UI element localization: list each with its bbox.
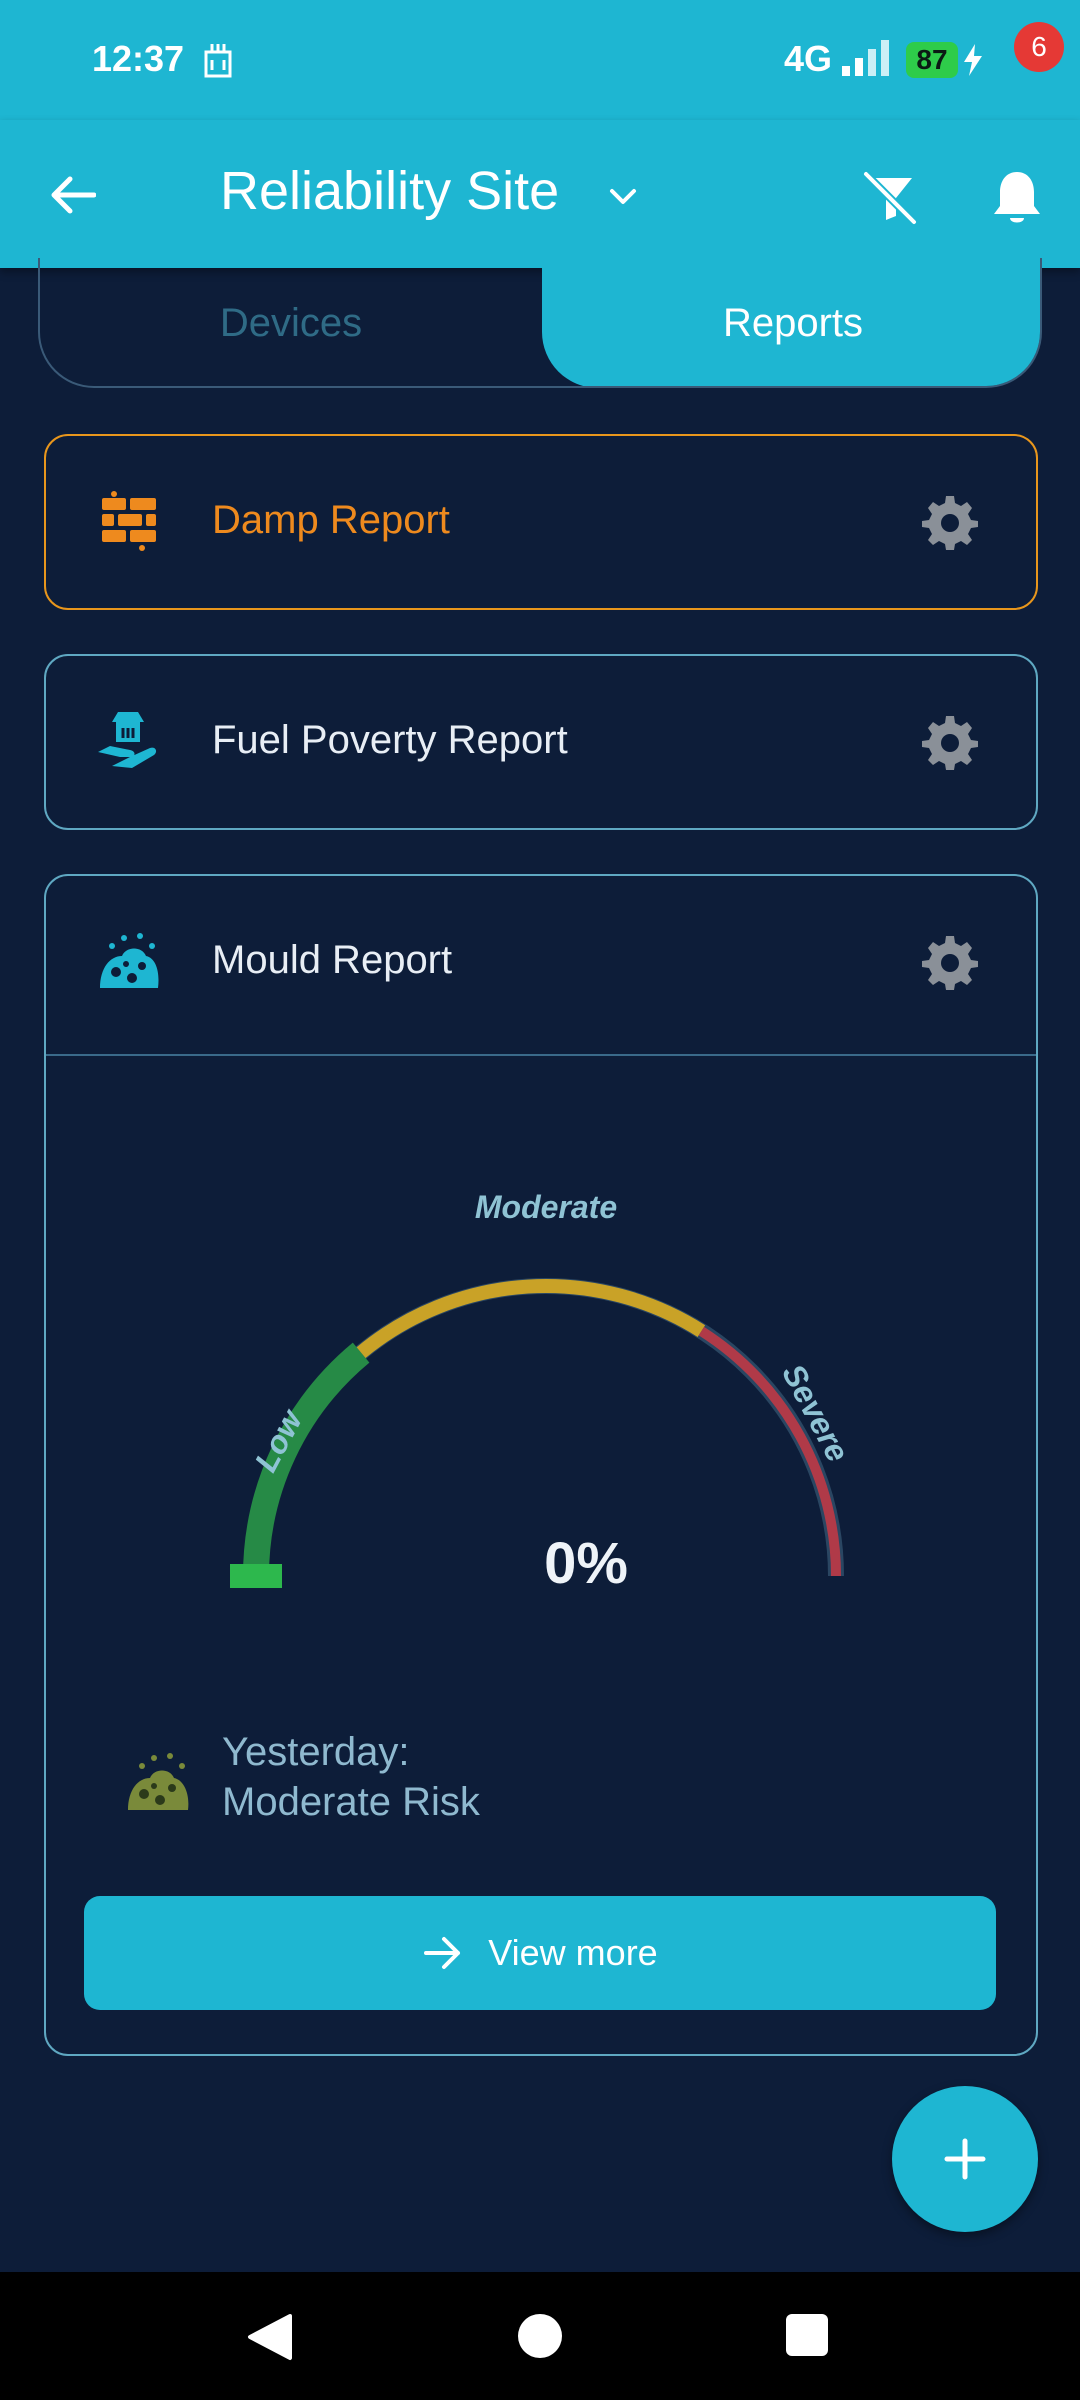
back-button[interactable] <box>40 162 106 228</box>
app-bar: Reliability Site <box>0 120 1080 268</box>
add-button[interactable] <box>892 2086 1038 2232</box>
system-nav-bar <box>0 2272 1080 2400</box>
notification-app-icon <box>204 44 232 78</box>
notification-badge: 6 <box>1014 22 1064 72</box>
chevron-down-icon[interactable] <box>606 180 640 214</box>
gear-icon[interactable] <box>922 714 978 770</box>
card-divider <box>46 1054 1036 1056</box>
card-title: Damp Report <box>212 498 450 542</box>
nav-home-icon[interactable] <box>518 2314 562 2358</box>
status-bar: 12:37 4G 87 <box>0 0 1080 120</box>
charging-icon <box>964 44 982 76</box>
gear-icon[interactable] <box>922 494 978 550</box>
report-tabs: Devices Reports <box>38 258 1042 388</box>
tab-reports[interactable]: Reports <box>542 258 1040 386</box>
mould-icon <box>100 933 159 988</box>
view-more-button[interactable]: View more <box>84 1896 996 2010</box>
status-time: 12:37 <box>92 38 185 79</box>
arrow-right-icon <box>424 1937 461 1969</box>
network-type: 4G <box>784 38 833 79</box>
gauge-value-marker <box>230 1564 282 1588</box>
battery-level: 87 <box>906 42 958 78</box>
card-header[interactable]: Damp Report <box>46 436 1036 608</box>
gauge-label-moderate: Moderate <box>475 1189 617 1225</box>
brick-wall-icon <box>102 491 156 551</box>
site-title[interactable]: Reliability Site <box>220 161 560 221</box>
fuel-poverty-report-card[interactable]: Fuel Poverty Report <box>44 654 1038 830</box>
signal-icon <box>842 40 889 76</box>
card-title: Mould Report <box>212 938 453 982</box>
gauge-zone-severe <box>698 1326 841 1577</box>
mould-risk-gauge: Low Moderate Severe <box>230 1189 856 1588</box>
plus-icon <box>944 2138 986 2180</box>
view-more-label: View more <box>488 1932 658 1973</box>
mould-report-card: Mould Report Low Moderate Severe 0% <box>44 874 1038 2056</box>
card-title: Fuel Poverty Report <box>212 718 568 762</box>
gauge-zone-moderate <box>356 1279 706 1358</box>
gear-icon[interactable] <box>922 934 978 990</box>
nav-back-icon[interactable] <box>246 2312 294 2362</box>
arrow-left-icon <box>51 176 96 214</box>
card-header[interactable]: Mould Report <box>46 876 1036 1048</box>
card-header[interactable]: Fuel Poverty Report <box>46 656 1036 828</box>
hand-house-icon <box>98 712 157 770</box>
damp-report-card[interactable]: Damp Report <box>44 434 1038 610</box>
gauge-zone-low <box>243 1342 370 1577</box>
mould-icon <box>128 1753 189 1810</box>
yesterday-risk: Moderate Risk <box>222 1780 480 1824</box>
bell-icon[interactable] <box>986 166 1048 230</box>
tab-devices[interactable]: Devices <box>219 300 363 345</box>
filter-off-icon[interactable] <box>858 166 922 230</box>
nav-recents-icon[interactable] <box>786 2314 828 2356</box>
yesterday-label: Yesterday: <box>222 1730 410 1774</box>
gauge-value: 0% <box>544 1531 628 1596</box>
